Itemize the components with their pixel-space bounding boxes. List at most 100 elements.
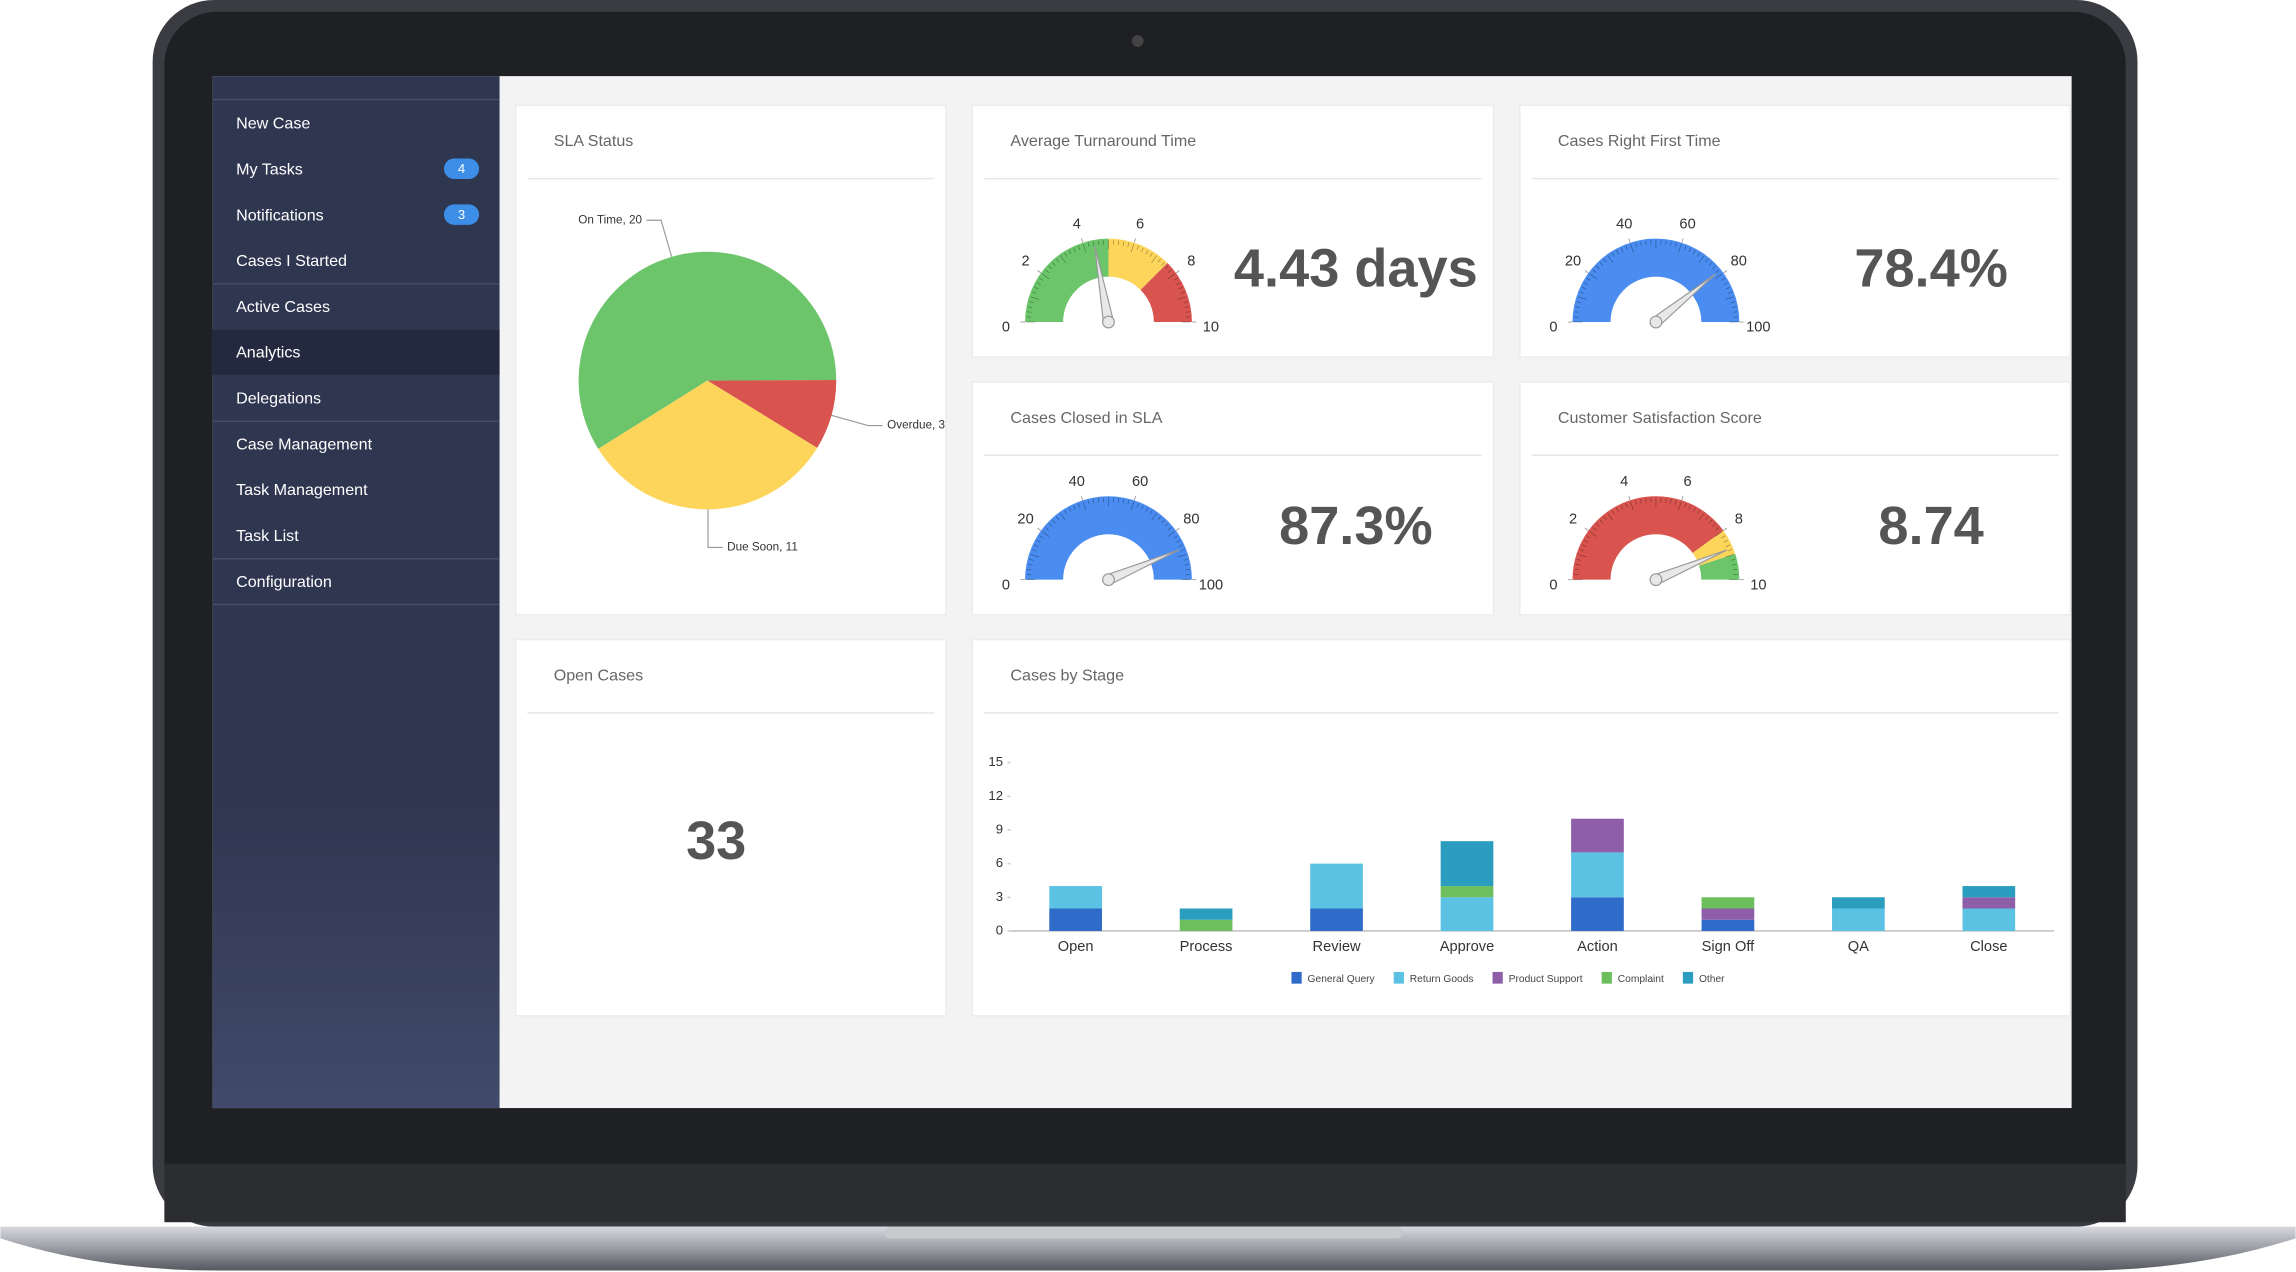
gauge-tick [1133, 495, 1137, 501]
gauge-minor-tick [1674, 500, 1677, 505]
gauge-minor-tick [1592, 527, 1597, 531]
bar-segment[interactable] [1832, 908, 1885, 931]
gauge-tick-label: 0 [1002, 577, 1010, 593]
legend-label[interactable]: Product Support [1509, 974, 1583, 985]
menu-item[interactable]: Active Cases [236, 298, 330, 316]
legend-swatch [1682, 971, 1694, 984]
legend-label[interactable]: General Query [1308, 974, 1376, 985]
gauge-minor-tick [1027, 306, 1033, 308]
menu-item[interactable]: Delegations [236, 390, 321, 408]
menu-item[interactable]: Case Management [236, 435, 373, 453]
bar-segment[interactable] [1571, 818, 1624, 853]
gauge-minor-tick [1055, 258, 1060, 263]
bar-segment[interactable] [1701, 919, 1755, 931]
bar-segment[interactable] [1440, 841, 1494, 887]
gauge-minor-tick [1180, 291, 1185, 294]
gauge-minor-tick [1052, 519, 1056, 524]
gauge-tick-label: 100 [1746, 320, 1770, 336]
gauge-minor-tick [1603, 258, 1607, 263]
gauge-minor-tick [1060, 513, 1066, 521]
gauge-minor-tick [1117, 240, 1120, 246]
laptop-notch [884, 1226, 1403, 1239]
legend-label[interactable]: Other [1699, 974, 1725, 985]
menu-item[interactable]: Task List [236, 527, 299, 545]
gauge-minor-tick [1577, 553, 1587, 558]
bar-segment[interactable] [1049, 908, 1102, 931]
bar-segment[interactable] [1571, 852, 1624, 898]
gauge-tick-label: 6 [1684, 474, 1692, 490]
bar-segment[interactable] [1701, 897, 1755, 909]
gauge-tick-label: 80 [1731, 254, 1747, 270]
gauge-minor-tick [1167, 273, 1176, 280]
bar-segment[interactable] [1179, 919, 1233, 931]
badge [443, 204, 480, 225]
gauge-minor-tick [1082, 243, 1087, 253]
gauge-minor-tick [1178, 544, 1183, 547]
gauge-minor-tick [1177, 296, 1187, 300]
gauge-minor-tick [1048, 523, 1053, 527]
menu-item[interactable]: Task Management [236, 481, 368, 499]
gauge-tick-label: 2 [1569, 511, 1577, 527]
gauge-minor-tick [1052, 262, 1056, 266]
gauge-tick-label: 0 [1549, 320, 1557, 336]
y-tick-label: 9 [996, 821, 1003, 836]
bar-segment[interactable] [1962, 886, 2016, 898]
bar-segment[interactable] [1440, 886, 1494, 898]
bar-segment[interactable] [1962, 908, 2016, 931]
gauge-minor-tick [1168, 269, 1172, 273]
gauge-minor-tick [1640, 241, 1642, 246]
bar-segment[interactable] [1571, 897, 1624, 931]
bar-segment[interactable] [1310, 863, 1363, 909]
bar-segment[interactable] [1701, 908, 1755, 920]
bar-segment[interactable] [1310, 908, 1363, 931]
gauge-minor-tick [1705, 258, 1709, 263]
gauge-minor-tick [1592, 269, 1597, 273]
gauge-minor-tick [1077, 245, 1081, 251]
menu-item[interactable]: Analytics [212, 329, 500, 375]
pie-label: On Time, 20 [578, 213, 642, 226]
gauge-tick [1584, 270, 1589, 274]
gauge-band [1692, 530, 1736, 566]
gauge-tick-label: 10 [1203, 320, 1219, 336]
gauge-minor-tick [1028, 301, 1034, 304]
menu-item[interactable]: Cases I Started [236, 252, 347, 270]
gauge-minor-tick [1048, 265, 1053, 270]
bar-segment[interactable] [1179, 908, 1233, 920]
gauge-minor-tick [1670, 499, 1672, 504]
card-title: Average Turnaround Time [1010, 132, 1196, 150]
menu-item[interactable]: Configuration [236, 573, 332, 591]
dashboard: SLA Status On Time, 20 Overdue, 3 Due Soon,… [514, 104, 2071, 1017]
gauge-minor-tick [1173, 277, 1178, 281]
x-tick-label: Approve [1440, 939, 1494, 955]
gauge-minor-tick [1607, 513, 1614, 521]
bar-segment[interactable] [1440, 897, 1494, 931]
menu-item[interactable]: Notifications 3 [236, 204, 480, 225]
gauge-minor-tick [1122, 241, 1125, 246]
bar-segment[interactable] [1962, 897, 2016, 909]
gauge-minor-tick [1068, 507, 1072, 512]
menu-item-active [212, 329, 500, 375]
bar-segment[interactable] [1832, 897, 1885, 909]
gauge-minor-tick [1151, 513, 1157, 521]
menu-item[interactable]: New Case [236, 115, 310, 133]
bar-segment[interactable] [1049, 886, 1102, 909]
gauge-band [1025, 238, 1109, 323]
legend-swatch [1492, 971, 1503, 984]
gauge-minor-tick [1630, 501, 1634, 511]
gauge-minor-tick [1183, 301, 1188, 304]
gauge-minor-tick [1164, 265, 1169, 270]
badge-count: 4 [458, 161, 465, 176]
gauge-minor-tick [1620, 505, 1624, 510]
gauge-minor-tick [1721, 277, 1726, 281]
gauge-minor-tick [1625, 245, 1628, 251]
gauge-tick-label: 40 [1069, 474, 1085, 490]
gauge-minor-tick [1730, 301, 1736, 304]
legend-label[interactable]: Return Goods [1410, 974, 1474, 985]
gauge-minor-tick [1157, 516, 1162, 521]
gauge-minor-tick [1576, 558, 1581, 561]
menu-item[interactable]: My Tasks 4 [236, 158, 480, 180]
gauge-minor-tick [1579, 291, 1584, 294]
gauge-minor-tick [1674, 242, 1677, 247]
gauge-minor-tick [1616, 250, 1619, 255]
legend-label[interactable]: Complaint [1618, 974, 1664, 985]
